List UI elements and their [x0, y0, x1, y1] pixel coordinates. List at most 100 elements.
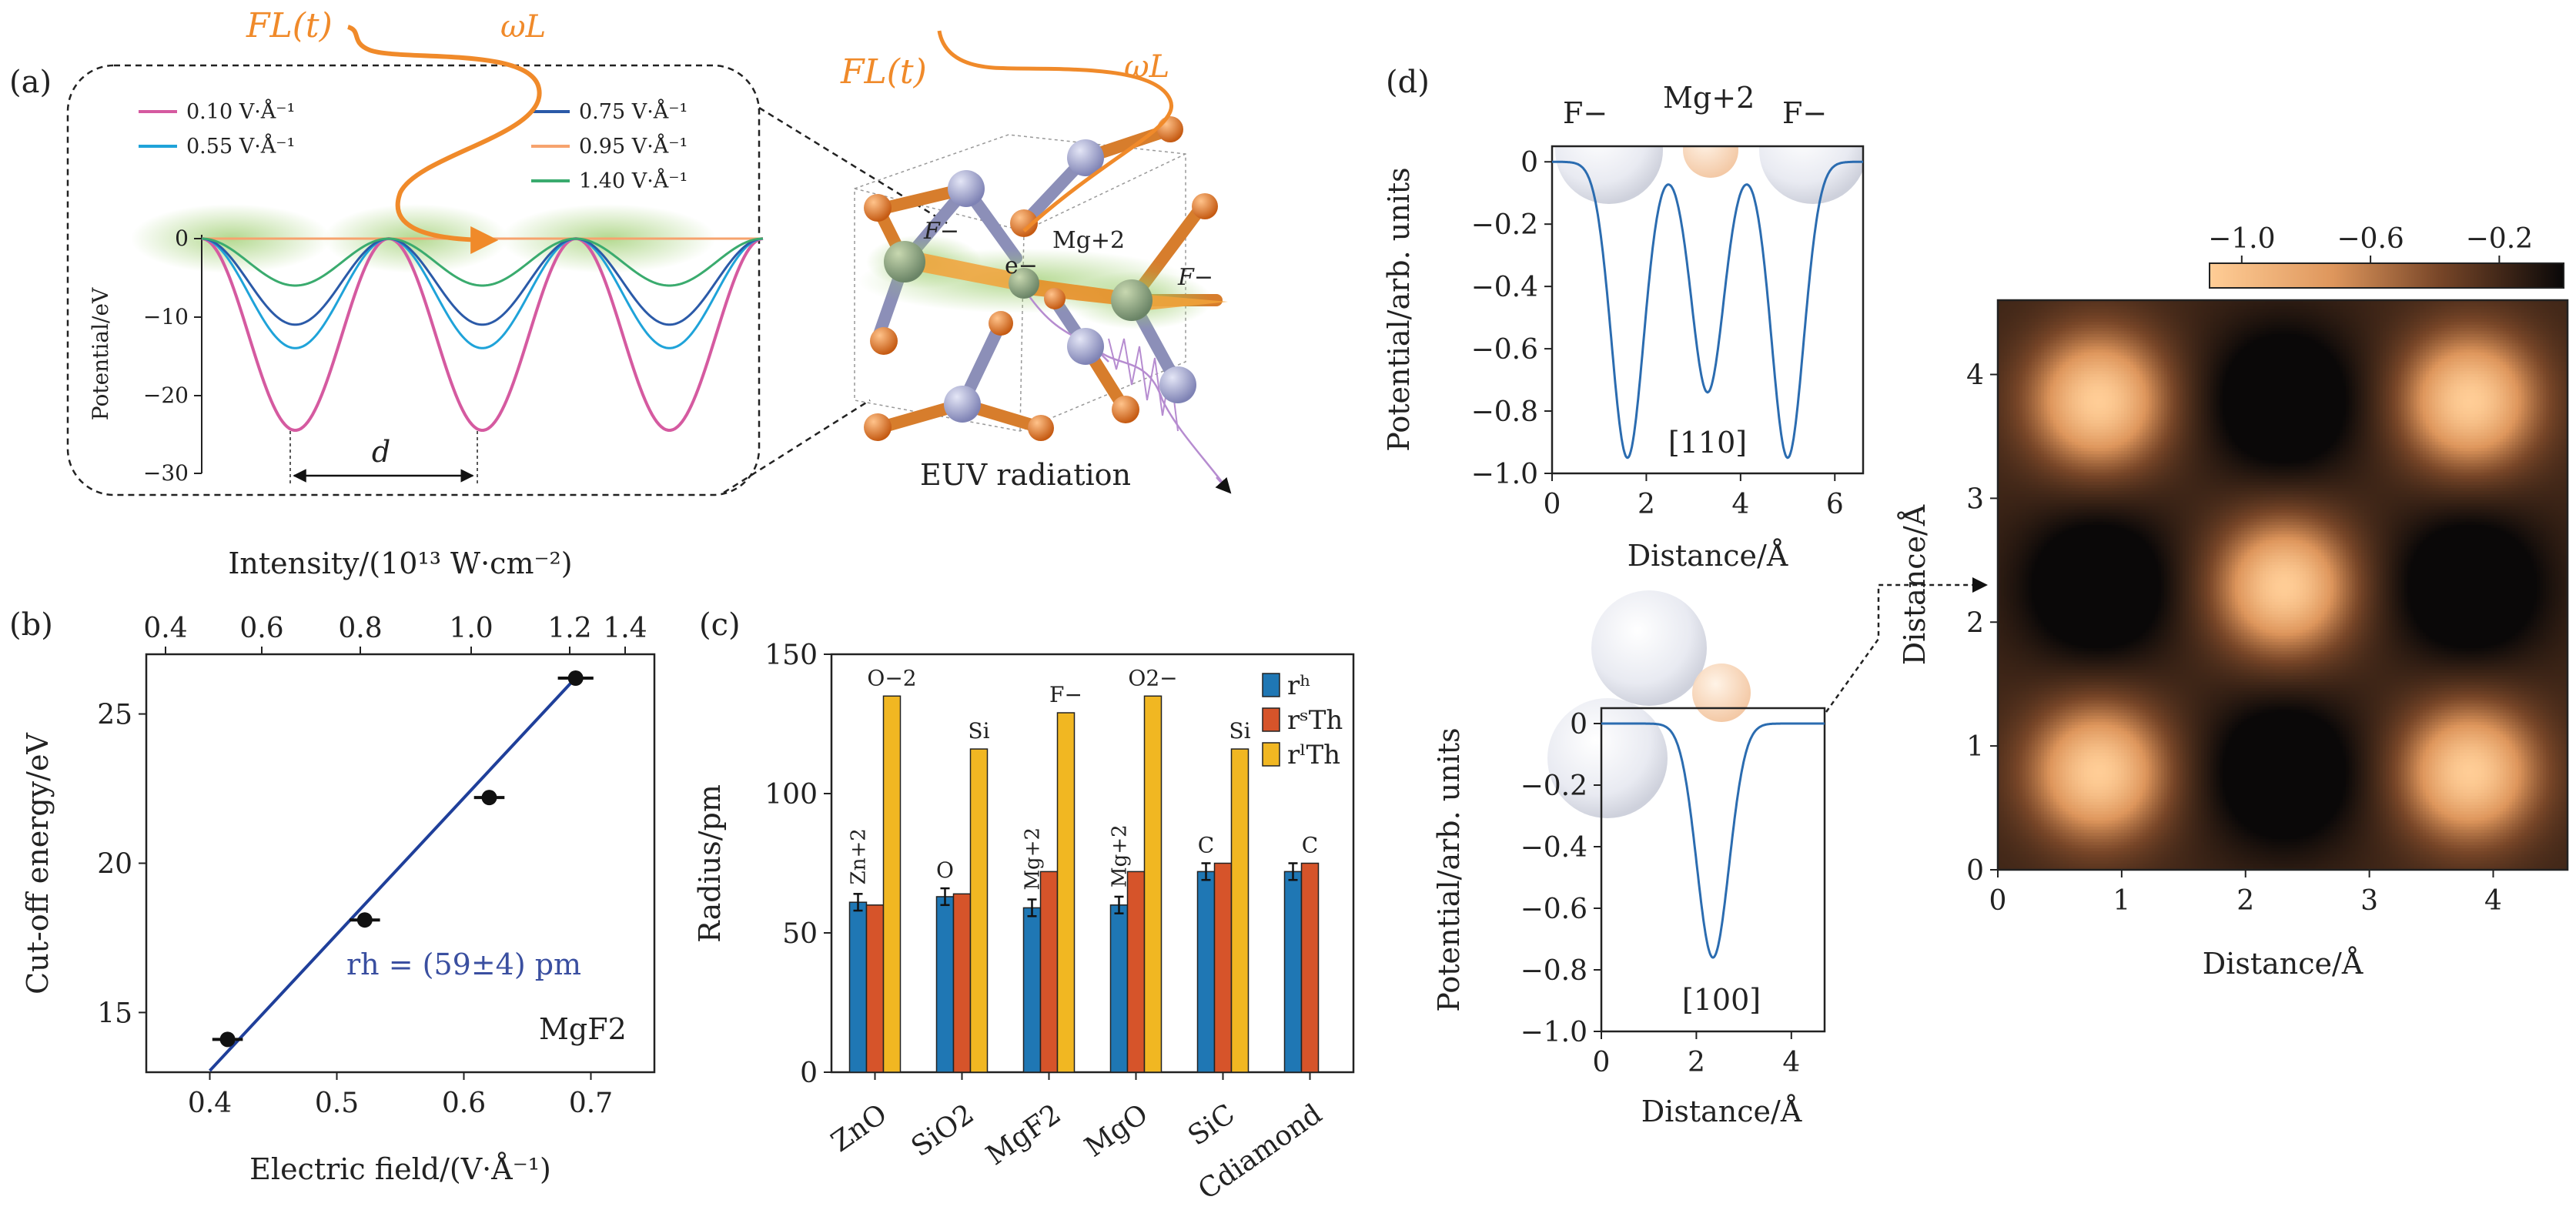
heatmap-image-container	[1998, 300, 2568, 870]
freq-label: ωL	[500, 9, 546, 45]
panel-a-label: (a)	[9, 65, 52, 100]
plot-110: F− Mg+2 F− 0 2 4 6 0 −0.2 −0.4 −0.6 −0.8 −1.0 [11…	[1382, 81, 1865, 573]
potential-curve	[201, 236, 764, 432]
hm-x-tick-label: 2	[2236, 885, 2254, 917]
panel-c-bars: O−2 Zn+2 Si O F− Mg+2 O2− Mg+2 Si C C	[848, 665, 1320, 1073]
potential-curve	[201, 237, 764, 326]
panel-c-legend: rʰ rˢTh rˡTh	[1262, 670, 1343, 770]
plot-110-y-label: Potential/arb. units	[1382, 167, 1416, 451]
hm-y-tick-label: 0	[1966, 855, 1984, 887]
a-y-tick-label: 0	[175, 226, 189, 251]
heatmap-ticks: 0 1 2 3 4 0 1 2 3 4	[1966, 360, 2502, 917]
bar-rlTh	[1056, 712, 1076, 1073]
bar-label: Mg+2	[1022, 827, 1045, 891]
ion-f-left-label: F−	[923, 218, 959, 245]
bar-rlTh	[882, 695, 902, 1073]
plot-110-curve	[1552, 160, 1863, 460]
atom-label-f-right: F−	[1782, 96, 1827, 130]
colorbar-tick-label: −0.2	[2466, 223, 2533, 255]
c-x-tick-label: SiC	[1183, 1098, 1241, 1152]
legend-label: rˡTh	[1287, 740, 1340, 770]
crystal-freq-label: ωL	[1124, 49, 1169, 85]
bar-rh	[848, 901, 868, 1073]
y-tick-label: −0.2	[1471, 209, 1538, 241]
c-y-tick-label: 50	[782, 918, 818, 950]
a-y-tick-label: −10	[143, 304, 189, 329]
bar-label: O2−	[1128, 665, 1177, 690]
atom-label-f-left: F−	[1563, 96, 1607, 130]
bar-rlTh	[969, 748, 989, 1073]
zoom-box	[66, 64, 761, 496]
x-tick-label: 0	[1593, 1047, 1611, 1078]
panel-b: (b) Intensity/(10¹³ W·cm⁻²) Electric fie…	[9, 546, 656, 1186]
bar-label: O−2	[867, 665, 916, 690]
y-tick-label: −1.0	[1471, 459, 1538, 490]
plot-100: 0 2 4 0 −0.2 −0.4 −0.6 −0.8 −1.0 [100] Distance/…	[1432, 590, 1826, 1128]
legend-label: rʰ	[1287, 670, 1311, 701]
bar-rsTh	[1213, 862, 1233, 1073]
b-x-tick-label: 0.5	[315, 1088, 359, 1119]
colorbar-ticks: −1.0 −0.6 −0.2	[2208, 223, 2533, 263]
hm-y-tick-label: 3	[1966, 483, 1984, 515]
c-x-tick-label: MgF2	[981, 1098, 1067, 1172]
plot-100-title: [100]	[1682, 983, 1761, 1017]
plot-100-y-label: Potential/arb. units	[1432, 727, 1466, 1011]
potential-curve	[201, 237, 764, 349]
colorbar-tick-label: −1.0	[2208, 223, 2275, 255]
fit-line	[209, 674, 580, 1072]
y-tick-label: −1.0	[1521, 1017, 1587, 1048]
b-y-tick-label: 25	[97, 700, 132, 731]
b-top-tick-label: 0.8	[338, 613, 382, 644]
b-top-tick-label: 0.4	[143, 613, 187, 644]
panel-d-label: (d)	[1386, 65, 1430, 100]
hm-x-tick-label: 3	[2360, 885, 2378, 917]
colorbar-image	[2210, 263, 2564, 288]
hm-x-tick-label: 0	[1989, 885, 2007, 917]
bar-rsTh	[1126, 871, 1146, 1073]
hm-x-tick-label: 1	[2113, 885, 2130, 917]
bar-rsTh	[952, 893, 972, 1073]
c-x-tick-label: SiO2	[906, 1098, 980, 1163]
panel-b-ticks: 0.4 0.5 0.6 0.7 15 20 25 0.4 0.6 0.8 1.0 1.2 1.4	[97, 613, 647, 1119]
y-tick-label: 0	[1521, 147, 1538, 179]
bar-rlTh	[1230, 748, 1250, 1073]
b-top-tick-label: 1.4	[603, 613, 647, 644]
panel-b-top-label: Intensity/(10¹³ W·cm⁻²)	[228, 546, 572, 580]
colorbar-tick-label: −0.6	[2337, 223, 2404, 255]
y-tick-label: −0.6	[1471, 334, 1538, 366]
panel-b-y-label: Cut-off energy/eV	[21, 733, 55, 994]
fit-annotation: rh = (59±4) pm	[346, 948, 581, 981]
plot-110-title: [110]	[1668, 426, 1747, 460]
panel-a-y-label: Potential/eV	[88, 287, 113, 420]
plot-110-frame	[1551, 145, 1865, 475]
y-tick-label: −0.8	[1521, 955, 1587, 987]
bar-label: O	[936, 857, 954, 883]
atom-label-mg: Mg+2	[1663, 81, 1755, 115]
connector-arrow	[1825, 577, 1988, 713]
hm-y-tick-label: 4	[1966, 360, 1984, 392]
y-tick-label: −0.8	[1471, 396, 1538, 428]
panel-d: (d) F− Mg+2 F− 0 2 4 6 0 −0.2 −0.4 −0.6 −0.8 −1.0…	[1382, 65, 2569, 1128]
heatmap-x-label: Distance/Å	[2203, 947, 2364, 981]
panel-b-frame	[145, 653, 656, 1074]
bar-rh	[1109, 904, 1129, 1073]
plot-100-x-label: Distance/Å	[1641, 1095, 1802, 1128]
electron-label: e−	[1005, 252, 1038, 279]
bar-label: C	[1302, 833, 1318, 858]
panel-c-frame	[830, 653, 1355, 1074]
plot-100-frame	[1600, 707, 1826, 1033]
y-tick-label: −0.6	[1521, 894, 1587, 925]
bar-label: Zn+2	[848, 828, 871, 884]
euv-caption: EUV radiation	[920, 458, 1131, 492]
zoom-line-bottom	[723, 399, 871, 494]
panel-b-marks	[209, 670, 594, 1072]
bar-label: C	[1198, 833, 1214, 858]
legend-label: rˢTh	[1287, 705, 1343, 736]
b-x-tick-label: 0.4	[188, 1088, 232, 1119]
a-y-tick-label: −30	[143, 460, 189, 486]
x-tick-label: 4	[1782, 1047, 1800, 1078]
b-y-tick-label: 20	[97, 849, 132, 881]
bar-rh	[1022, 907, 1042, 1073]
